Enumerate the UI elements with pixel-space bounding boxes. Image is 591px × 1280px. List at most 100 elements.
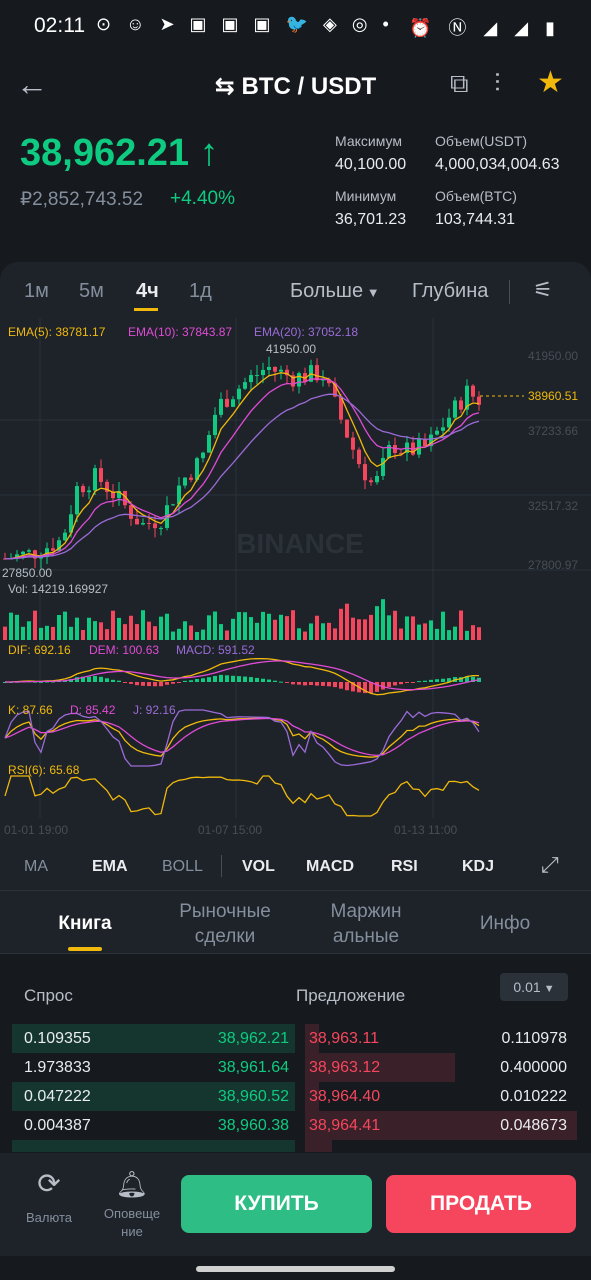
active-tab-underline — [68, 947, 102, 951]
bid-price: 38,961.64 — [217, 1059, 289, 1076]
high-marker: 41950.00 — [266, 342, 316, 356]
system-icons: ⏰ Ⓝ ◢ ◢ ▮ — [408, 18, 561, 38]
currency-nav-label: Валюта — [26, 1210, 72, 1225]
sell-button[interactable]: ПРОДАТЬ — [386, 1175, 576, 1233]
depth-tab[interactable]: Глубина — [412, 280, 489, 302]
bid-price: 38,962.21 — [217, 1030, 289, 1047]
j-label: J: 92.16 — [133, 703, 176, 717]
indicator-vol[interactable]: VOL — [242, 858, 275, 875]
time-axis-3: 01-13 11:00 — [394, 823, 457, 837]
ask-quantity: 0.110978 — [501, 1030, 567, 1047]
tab-margin[interactable]: Маржин альные — [330, 901, 402, 947]
d-line — [4, 717, 480, 757]
bid-price: 38,960.52 — [217, 1088, 289, 1105]
ema10-line — [5, 378, 480, 560]
low-marker: 27850.00 — [2, 566, 52, 580]
header: ← ⇆ BTC / USDT ⧉ ⫶ ★ — [0, 52, 591, 122]
price-axis-4: 27800.97 — [528, 558, 578, 572]
info-tabs: Книга Рыночные сделки Маржин альные Инфо — [0, 890, 591, 954]
indicator-kdj[interactable]: KDJ — [462, 858, 495, 875]
timeframe-1d[interactable]: 1д — [189, 280, 212, 302]
notification-icons: ⊙ ☺ ➤ ▣ ▣ ▣ 🐦 ◈ ◎ • — [96, 14, 394, 34]
bid-quantity: 1.973833 — [24, 1059, 91, 1076]
d-label: D: 85.42 — [70, 703, 116, 717]
fullscreen-icon[interactable]: ⤢ — [541, 852, 559, 877]
stat-value-vol-btc: 103,744.31 — [435, 211, 516, 228]
tab-market-trades[interactable]: Рыночные сделки — [179, 901, 271, 947]
ask-quantity: 0.048673 — [500, 1117, 567, 1134]
caret-down-icon: ▼ — [540, 983, 555, 995]
ema5-label: EMA(5): 38781.17 — [8, 325, 106, 339]
settings-sliders-icon[interactable]: ⚟ — [533, 277, 553, 302]
ask-quantity: 0.400000 — [500, 1059, 567, 1076]
k-line — [4, 717, 480, 758]
home-indicator — [196, 1266, 395, 1272]
price-step-select[interactable]: 0.01 ▼ — [500, 973, 568, 1001]
timeframe-4h[interactable]: 4ч — [136, 280, 159, 302]
timeframe-1m[interactable]: 1м — [24, 280, 49, 302]
ema20-label: EMA(20): 37052.18 — [254, 325, 358, 339]
up-arrow-icon: ↑ — [199, 132, 219, 174]
buy-button[interactable]: КУПИТЬ — [181, 1175, 372, 1233]
indicator-rsi[interactable]: RSI — [391, 858, 418, 875]
active-timeframe-underline — [134, 308, 158, 311]
dif-line — [5, 658, 479, 696]
ask-price: 38,963.12 — [309, 1059, 381, 1076]
bid-header: Спрос — [24, 986, 73, 1005]
indicator-macd[interactable]: MACD — [306, 858, 354, 875]
alerts-nav[interactable]: 🔔︎ Оповеще ние — [96, 1167, 168, 1241]
indicator-boll[interactable]: BOLL — [162, 858, 203, 875]
order-book-row[interactable]: 0.004387 38,960.38 38,964.41 0.048673 — [0, 1111, 591, 1140]
pair-selector[interactable]: ⇆ BTC / USDT — [0, 72, 591, 101]
chart-panel: 1м 5м 4ч 1д Больше ▼ Глубина ⚟ BINANCE E… — [0, 262, 591, 890]
caret-down-icon: ▼ — [363, 285, 380, 300]
swap-icon: ⇆ — [214, 73, 242, 100]
dem-line — [5, 660, 480, 691]
alerts-nav-label: Оповеще ние — [103, 1206, 161, 1239]
watermark: BINANCE — [236, 528, 364, 559]
external-link-icon[interactable]: ⧉ — [450, 68, 469, 98]
price-axis-3: 32517.32 — [528, 499, 578, 513]
price-axis-1: 41950.00 — [528, 349, 578, 363]
bid-quantity: 0.047222 — [24, 1088, 91, 1105]
ask-price: 38,963.11 — [309, 1030, 379, 1047]
last-price-label: 38960.51 — [528, 389, 578, 403]
order-book: 0.109355 38,962.21 38,963.11 0.110978 1.9738… — [0, 1024, 591, 1152]
indicator-ema[interactable]: EMA — [92, 858, 128, 875]
stat-label-vol-usdt: Объем(USDT) — [435, 133, 528, 149]
j-line — [4, 709, 480, 767]
back-arrow-icon[interactable]: ← — [16, 66, 48, 102]
ask-price: 38,964.40 — [309, 1088, 381, 1105]
tab-info[interactable]: Инфо — [479, 913, 531, 934]
stat-label-low: Минимум — [335, 188, 397, 204]
candlestick-chart[interactable]: BINANCE EMA(5): 38781.17 EMA(10): 37843.… — [0, 318, 591, 840]
stat-value-low: 36,701.23 — [335, 211, 407, 228]
more-label: Больше — [290, 280, 364, 302]
status-bar: 02:11 ⊙ ☺ ➤ ▣ ▣ ▣ 🐦 ◈ ◎ • ⏰ Ⓝ ◢ ◢ ▮ — [0, 0, 591, 52]
rsi-label: RSI(6): 65.68 — [8, 763, 80, 777]
price-step-value: 0.01 — [513, 979, 541, 995]
ema20-line — [5, 393, 480, 560]
stat-value-high: 40,100.00 — [335, 156, 407, 173]
dif-label: DIF: 692.16 — [8, 643, 71, 657]
last-price-value: 38,962.21 — [20, 132, 190, 174]
ema5-line — [4, 372, 480, 560]
ask-header: Предложение — [296, 986, 406, 1005]
currency-nav[interactable]: ⟳ Валюта — [16, 1167, 82, 1227]
tab-order-book[interactable]: Книга — [58, 913, 112, 934]
compare-icon[interactable]: ⫶ — [494, 68, 501, 98]
order-book-row[interactable]: 0.047222 38,960.52 38,964.40 0.010222 — [0, 1082, 591, 1111]
indicator-ma[interactable]: MA — [24, 858, 48, 875]
macd-label: MACD: 591.52 — [176, 643, 255, 657]
ema10-label: EMA(10): 37843.87 — [128, 325, 232, 339]
order-book-row[interactable]: 0.109355 38,962.21 38,963.11 0.110978 — [0, 1024, 591, 1053]
price-change: +4.40% — [170, 188, 235, 209]
time-axis-1: 01-01 19:00 — [4, 823, 68, 837]
status-time: 02:11 — [34, 14, 85, 37]
order-book-row-partial[interactable] — [0, 1140, 591, 1152]
rsi-line — [4, 775, 480, 817]
timeframe-5m[interactable]: 5м — [79, 280, 104, 302]
star-icon[interactable]: ★ — [537, 66, 564, 99]
more-dropdown[interactable]: Больше ▼ — [290, 280, 380, 303]
order-book-row[interactable]: 1.973833 38,961.64 38,963.12 0.400000 — [0, 1053, 591, 1082]
